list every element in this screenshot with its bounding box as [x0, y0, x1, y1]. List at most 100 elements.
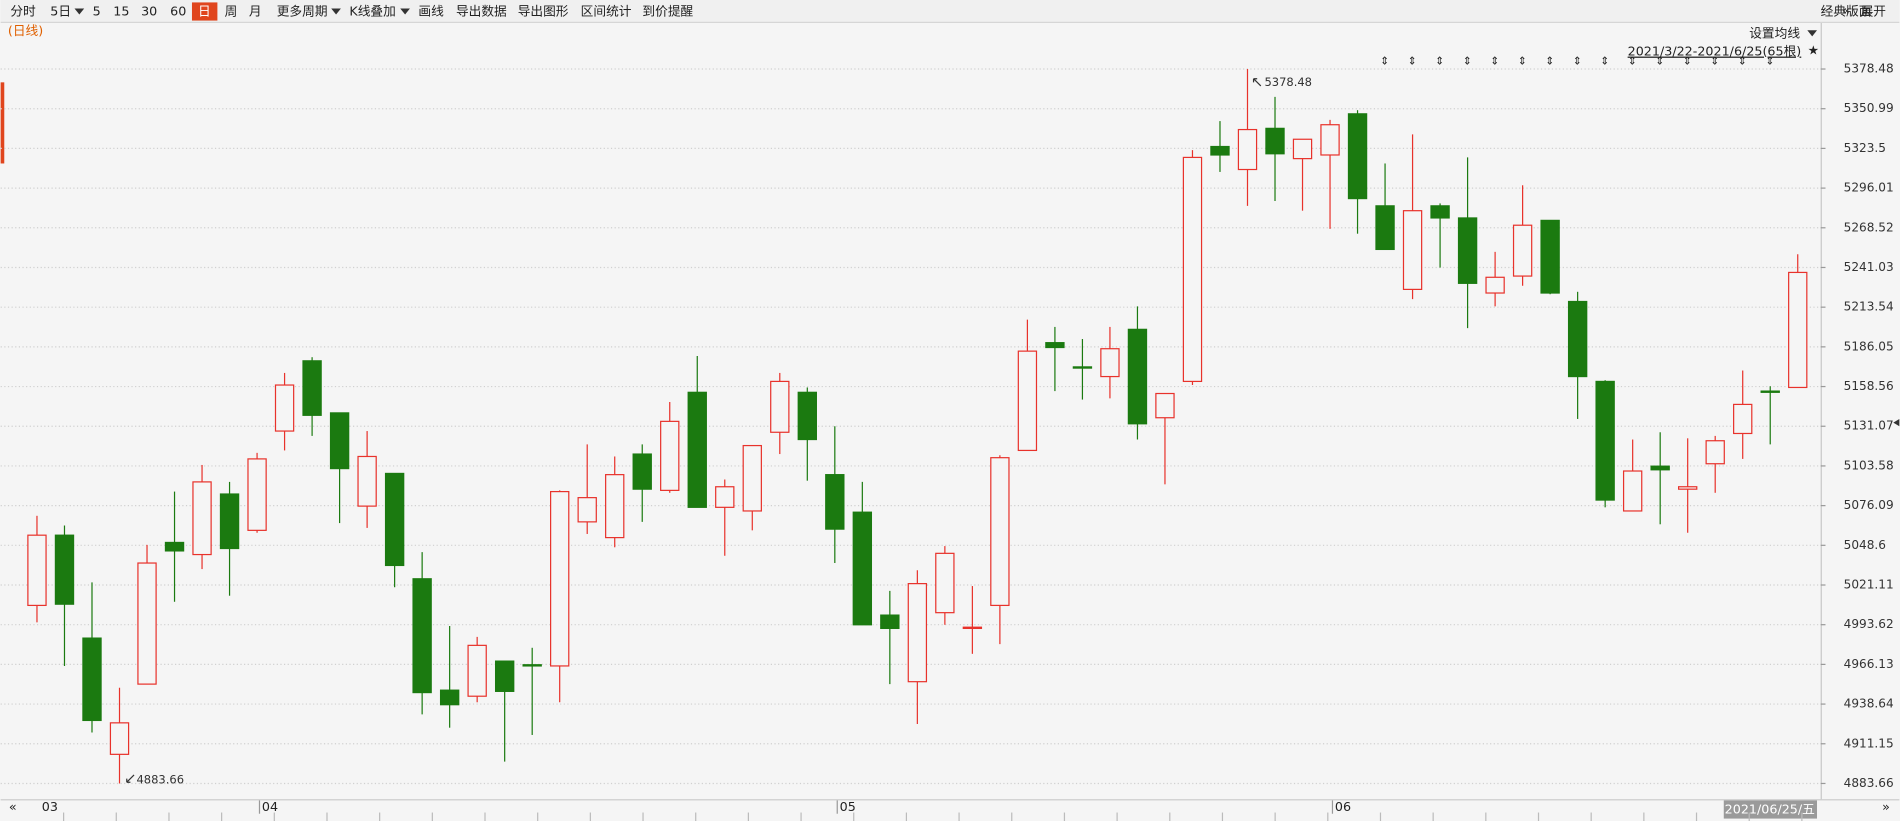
candle-body	[1650, 465, 1670, 471]
toolbar-item[interactable]: 60	[170, 4, 186, 19]
candle-body	[1155, 392, 1175, 419]
toolbar-item[interactable]: 日	[198, 4, 211, 19]
range-label[interactable]: 2021/3/22-2021/6/25(65根)	[1628, 44, 1802, 59]
candle-body	[137, 562, 157, 685]
candle-body	[412, 578, 432, 694]
y-tick-label: 5158.56	[1844, 379, 1894, 393]
side-marker	[0, 82, 5, 164]
candle-body	[1595, 380, 1615, 501]
marker-icon: ⇕	[1765, 55, 1774, 68]
toolbar-item[interactable]: K线叠加	[349, 4, 395, 19]
candle-body	[1622, 470, 1643, 512]
toolbar-item[interactable]: 15	[113, 4, 129, 19]
candle-body	[852, 511, 873, 626]
y-tick-label: 4883.66	[1844, 776, 1894, 790]
y-tick-label: 5076.09	[1844, 498, 1894, 512]
candle-body	[357, 455, 377, 507]
toolbar-item[interactable]: 展开	[1861, 4, 1887, 19]
candle-body	[1320, 124, 1340, 156]
marker-icon: ⇕	[1655, 55, 1664, 68]
dropdown-arrow[interactable]	[331, 8, 341, 15]
pin-icon[interactable]: ★	[1808, 42, 1819, 57]
candle-body	[247, 458, 267, 531]
toolbar-item[interactable]: 经典版面	[1821, 4, 1872, 19]
scroll-right[interactable]: »	[1882, 799, 1890, 814]
dropdown-arrow[interactable]	[400, 8, 410, 15]
candle-body	[494, 660, 515, 692]
candle-body	[302, 360, 322, 416]
marker-icon: ⇕	[1545, 55, 1554, 68]
candle-body	[1210, 145, 1230, 156]
candle-body	[1457, 217, 1478, 284]
y-tick-label: 5213.54	[1844, 300, 1894, 314]
dropdown-arrow[interactable]	[74, 8, 85, 15]
marker-icon: ⇕	[1490, 55, 1499, 68]
candle-body	[1678, 486, 1698, 490]
toolbar-selected	[191, 2, 218, 21]
toolbar	[0, 0, 1900, 22]
y-tick-label: 4911.15	[1844, 736, 1894, 750]
candle-body	[1788, 271, 1808, 389]
candle-body	[1017, 350, 1038, 452]
candle-body	[797, 391, 817, 441]
candle-body	[54, 534, 75, 605]
x-tick-label: 05	[840, 799, 856, 814]
candle-body	[880, 614, 900, 630]
y-tick-label: 5268.52	[1844, 220, 1894, 234]
scroll-left[interactable]: «	[9, 799, 17, 814]
candle-body	[660, 420, 680, 491]
candle-body	[1100, 348, 1120, 378]
candle-body	[1072, 366, 1093, 369]
toolbar-item[interactable]: 到价提醒	[642, 4, 693, 19]
marker-icon: ⇕	[1408, 55, 1417, 68]
max-annotation: 5378.48	[1264, 75, 1312, 89]
cursor-date: 2021/06/25/五	[1725, 802, 1815, 817]
toolbar-item[interactable]: 月	[249, 4, 262, 19]
ma-settings[interactable]: 设置均线	[1749, 25, 1800, 40]
toolbar-item[interactable]: 导出数据	[456, 4, 507, 19]
candle-body	[1512, 224, 1533, 277]
y-tick-label: 5048.6	[1844, 538, 1886, 552]
candle-body	[219, 493, 240, 550]
toolbar-item[interactable]: 周	[225, 4, 238, 19]
y-tick-label: 5241.03	[1844, 260, 1894, 274]
candle-body	[274, 384, 295, 432]
y-tick-label: 5350.99	[1844, 101, 1894, 115]
candle-body	[467, 644, 487, 697]
toolbar-item[interactable]: 5日	[50, 4, 71, 19]
candle-body	[550, 490, 570, 667]
candle-body	[825, 474, 845, 530]
annotation-arrow	[126, 774, 135, 783]
dropdown-arrow[interactable]	[1807, 30, 1818, 37]
toolbar-item[interactable]: 30	[141, 4, 157, 19]
collapse-icon[interactable]: «	[1842, 2, 1850, 17]
candle-body	[935, 552, 955, 614]
price-marker	[1893, 418, 1900, 427]
toolbar-item[interactable]: 更多周期	[277, 4, 328, 19]
candle-body	[109, 722, 130, 755]
candle-body	[1402, 210, 1423, 291]
toolbar-item[interactable]: 5	[93, 4, 101, 19]
marker-icon: ⇕	[1435, 55, 1444, 68]
candle-body	[632, 453, 652, 490]
y-tick-label: 4993.62	[1844, 617, 1894, 631]
candle-body	[1567, 300, 1588, 378]
candle-body	[329, 412, 350, 470]
y-tick-label: 4966.13	[1844, 657, 1894, 671]
marker-icon: ⇕	[1518, 55, 1527, 68]
toolbar-item[interactable]: 导出图形	[518, 4, 569, 19]
candle-body	[439, 689, 460, 706]
x-tick-label: 04	[262, 799, 278, 814]
period-label: (日线)	[8, 23, 43, 38]
marker-icon: ⇕	[1463, 55, 1472, 68]
toolbar-item[interactable]: 画线	[418, 4, 444, 19]
toolbar-item[interactable]: 区间统计	[581, 4, 632, 19]
candle-body	[577, 497, 597, 523]
candle-body	[1485, 276, 1505, 294]
toolbar-item[interactable]: 分时	[10, 4, 36, 19]
candle-body	[1705, 440, 1725, 465]
marker-icon: ⇕	[1600, 55, 1609, 68]
candle-body	[990, 457, 1010, 607]
candle-body	[192, 481, 212, 556]
y-tick-label: 4938.64	[1844, 697, 1894, 711]
